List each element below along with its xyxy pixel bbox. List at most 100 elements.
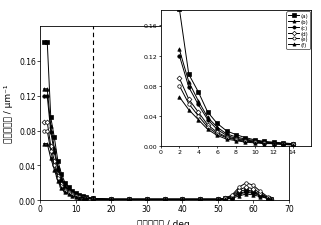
- (e): [272, 143, 275, 145]
- (d): [216, 198, 220, 201]
- (f): [180, 198, 184, 201]
- (b): [49, 125, 53, 128]
- (c): [266, 197, 270, 200]
- (c): [215, 128, 219, 131]
- (b): [187, 81, 191, 84]
- Line: (f): (f): [178, 96, 294, 147]
- (c): [180, 198, 184, 201]
- (c): [70, 192, 74, 195]
- (e): [206, 126, 210, 129]
- (e): [262, 142, 266, 145]
- (b): [266, 197, 270, 200]
- (f): [253, 142, 257, 145]
- (e): [70, 194, 74, 196]
- (e): [237, 186, 241, 189]
- (d): [234, 138, 238, 141]
- (f): [215, 134, 219, 137]
- (c): [49, 131, 53, 134]
- (a): [178, 8, 181, 11]
- (e): [291, 143, 294, 146]
- (e): [243, 140, 247, 143]
- (d): [127, 198, 131, 201]
- (a): [145, 198, 149, 201]
- (d): [49, 145, 53, 148]
- (d): [59, 183, 63, 186]
- (e): [266, 196, 270, 198]
- Line: (b): (b): [178, 49, 294, 146]
- (f): [216, 198, 220, 201]
- (c): [127, 198, 131, 201]
- (a): [262, 140, 266, 143]
- (a): [244, 189, 248, 191]
- (b): [262, 141, 266, 144]
- (e): [187, 103, 191, 106]
- (c): [262, 141, 266, 144]
- (c): [269, 198, 273, 201]
- (b): [84, 196, 88, 199]
- (e): [258, 190, 262, 193]
- (f): [63, 191, 67, 194]
- (a): [216, 198, 220, 201]
- (f): [81, 196, 85, 199]
- (c): [237, 193, 241, 196]
- (a): [253, 139, 257, 142]
- (d): [237, 189, 241, 191]
- (a): [70, 189, 74, 192]
- (c): [77, 195, 81, 197]
- (d): [262, 142, 266, 145]
- (c): [291, 143, 294, 146]
- (a): [67, 186, 71, 189]
- (d): [253, 141, 257, 144]
- (b): [178, 49, 181, 52]
- (f): [206, 128, 210, 131]
- (c): [243, 139, 247, 142]
- (a): [59, 173, 63, 176]
- (c): [187, 86, 191, 89]
- (f): [234, 140, 238, 142]
- (b): [196, 100, 200, 103]
- (f): [178, 96, 181, 99]
- (a): [74, 192, 78, 195]
- (c): [281, 143, 285, 145]
- (c): [91, 197, 95, 200]
- (c): [74, 194, 78, 196]
- (b): [109, 198, 113, 201]
- (a): [258, 193, 262, 196]
- (b): [272, 142, 275, 145]
- (e): [281, 143, 285, 146]
- (a): [206, 111, 210, 114]
- (b): [230, 196, 234, 199]
- Y-axis label: 位界面密度 / μm⁻¹: 位界面密度 / μm⁻¹: [4, 85, 13, 143]
- (b): [74, 193, 78, 196]
- (e): [223, 197, 227, 200]
- (d): [269, 198, 273, 201]
- (d): [187, 98, 191, 101]
- (a): [180, 198, 184, 201]
- (b): [70, 191, 74, 194]
- (f): [244, 193, 248, 196]
- (b): [52, 147, 56, 150]
- (a): [49, 117, 53, 119]
- (f): [198, 198, 202, 201]
- (c): [272, 142, 275, 145]
- (f): [56, 180, 60, 182]
- (c): [145, 198, 149, 201]
- (a): [109, 198, 113, 201]
- (d): [251, 188, 255, 190]
- (e): [91, 198, 95, 201]
- (b): [269, 198, 273, 201]
- (a): [269, 198, 273, 201]
- (d): [180, 198, 184, 201]
- (e): [253, 141, 257, 144]
- (a): [198, 198, 202, 201]
- (b): [225, 133, 229, 136]
- (d): [42, 121, 46, 124]
- (a): [77, 194, 81, 196]
- (c): [258, 195, 262, 197]
- (b): [253, 140, 257, 142]
- (e): [84, 197, 88, 200]
- (f): [59, 187, 63, 189]
- (e): [269, 198, 273, 201]
- (a): [45, 41, 49, 44]
- (b): [234, 136, 238, 139]
